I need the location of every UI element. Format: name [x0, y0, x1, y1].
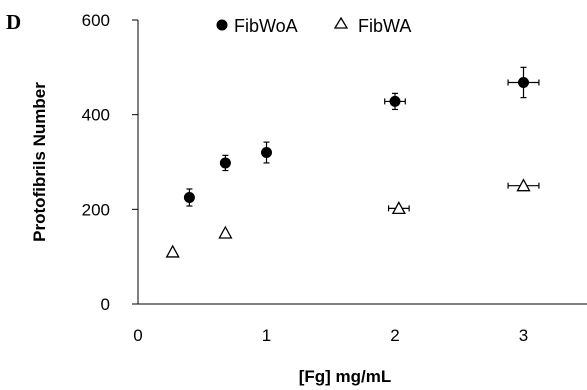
- data-point-fibwa-3: [516, 178, 531, 192]
- series-fibwa: [165, 178, 540, 258]
- x-tick-label-2: 2: [390, 326, 399, 345]
- legend-marker-fibwoa: [216, 19, 228, 31]
- data-point-fibwoa-4: [518, 76, 529, 88]
- y-ticks: 0 200 400 600: [82, 11, 138, 314]
- y-axis-title: Protofibrils Number: [30, 82, 49, 242]
- legend-marker-fibwa: [333, 16, 349, 29]
- y-tick-label-0: 0: [101, 295, 110, 314]
- data-point-fibwoa-3: [389, 95, 401, 107]
- x-axis-title: [Fg] mg/mL: [299, 367, 392, 386]
- data-point-fibwa-2: [391, 201, 406, 215]
- data-point-fibwoa-2: [261, 147, 272, 159]
- data-point-fibwa-0: [165, 244, 180, 258]
- x-ticks: 0 1 2 3: [133, 326, 528, 345]
- data-point-fibwa-1: [218, 225, 233, 239]
- data-point-fibwoa-0: [183, 192, 195, 203]
- legend-label-fibwoa: FibWoA: [234, 16, 298, 36]
- y-tick-label-600: 600: [82, 11, 110, 30]
- x-tick-label-0: 0: [133, 326, 142, 345]
- y-tick-label-400: 400: [82, 106, 110, 125]
- series-fibwoa: [183, 66, 540, 207]
- x-tick-label-1: 1: [262, 326, 271, 345]
- data-point-fibwoa-1: [219, 157, 231, 169]
- legend-label-fibwa: FibWA: [358, 16, 411, 36]
- y-tick-label-200: 200: [82, 200, 110, 219]
- legend: FibWoA FibWA: [216, 16, 411, 36]
- x-tick-label-3: 3: [519, 326, 528, 345]
- series-layer: [165, 66, 540, 258]
- panel-label: D: [6, 10, 21, 34]
